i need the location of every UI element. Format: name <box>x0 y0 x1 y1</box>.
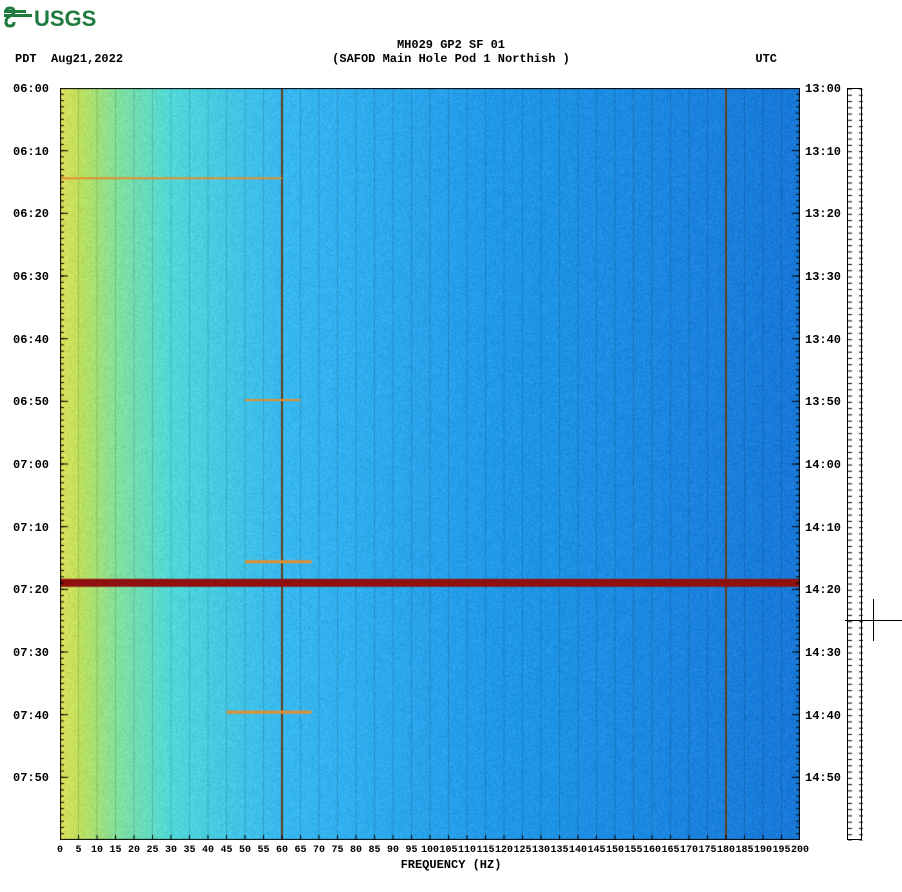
ytick-right: 13:50 <box>805 395 841 409</box>
cross-marker-v <box>873 599 874 641</box>
xtick: 185 <box>736 845 754 856</box>
xtick: 80 <box>350 845 362 856</box>
ytick-left: 06:50 <box>13 395 49 409</box>
ytick-right: 13:20 <box>805 207 841 221</box>
xtick: 60 <box>276 845 288 856</box>
ytick-left: 07:20 <box>13 583 49 597</box>
xtick: 95 <box>406 845 418 856</box>
xtick: 25 <box>147 845 159 856</box>
ytick-left: 06:30 <box>13 270 49 284</box>
xtick: 50 <box>239 845 251 856</box>
xtick: 30 <box>165 845 177 856</box>
xtick: 140 <box>569 845 587 856</box>
xtick: 55 <box>258 845 270 856</box>
xtick: 195 <box>773 845 791 856</box>
xtick: 65 <box>295 845 307 856</box>
ytick-right: 14:20 <box>805 583 841 597</box>
xtick: 40 <box>202 845 214 856</box>
xtick: 45 <box>221 845 233 856</box>
xtick: 75 <box>332 845 344 856</box>
x-axis-label: FREQUENCY (HZ) <box>0 858 902 872</box>
ytick-left: 06:00 <box>13 82 49 96</box>
xtick: 10 <box>91 845 103 856</box>
xtick: 90 <box>387 845 399 856</box>
xtick: 125 <box>514 845 532 856</box>
ytick-left: 06:40 <box>13 333 49 347</box>
ytick-right: 14:50 <box>805 771 841 785</box>
xtick: 180 <box>717 845 735 856</box>
xtick: 150 <box>606 845 624 856</box>
xtick: 200 <box>791 845 809 856</box>
svg-text:USGS: USGS <box>34 6 96 31</box>
ytick-right: 14:00 <box>805 458 841 472</box>
tz-right: UTC <box>755 52 777 66</box>
xtick: 190 <box>754 845 772 856</box>
xtick: 105 <box>440 845 458 856</box>
ytick-left: 07:00 <box>13 458 49 472</box>
xtick: 70 <box>313 845 325 856</box>
xtick: 170 <box>680 845 698 856</box>
ytick-right: 14:30 <box>805 646 841 660</box>
xtick: 135 <box>551 845 569 856</box>
spectrogram-plot <box>60 88 800 840</box>
chart-title: MH029 GP2 SF 01 <box>0 38 902 52</box>
xtick: 130 <box>532 845 550 856</box>
xtick: 175 <box>699 845 717 856</box>
xtick: 160 <box>643 845 661 856</box>
xtick: 15 <box>110 845 122 856</box>
xtick: 115 <box>477 845 495 856</box>
xtick: 100 <box>421 845 439 856</box>
xtick: 120 <box>495 845 513 856</box>
xtick: 155 <box>625 845 643 856</box>
ytick-left: 06:10 <box>13 145 49 159</box>
xtick: 145 <box>588 845 606 856</box>
ytick-left: 06:20 <box>13 207 49 221</box>
xtick: 5 <box>76 845 82 856</box>
xtick: 35 <box>184 845 196 856</box>
ytick-right: 13:00 <box>805 82 841 96</box>
ytick-left: 07:10 <box>13 521 49 535</box>
ytick-left: 07:40 <box>13 709 49 723</box>
xtick: 0 <box>57 845 63 856</box>
ytick-right: 14:10 <box>805 521 841 535</box>
ytick-right: 13:30 <box>805 270 841 284</box>
side-scale-bar <box>847 88 862 840</box>
xtick: 85 <box>369 845 381 856</box>
usgs-logo: USGS <box>4 4 110 38</box>
xtick: 20 <box>128 845 140 856</box>
xtick: 165 <box>662 845 680 856</box>
ytick-left: 07:30 <box>13 646 49 660</box>
xtick: 110 <box>458 845 476 856</box>
ytick-left: 07:50 <box>13 771 49 785</box>
ytick-right: 14:40 <box>805 709 841 723</box>
ytick-right: 13:40 <box>805 333 841 347</box>
ytick-right: 13:10 <box>805 145 841 159</box>
